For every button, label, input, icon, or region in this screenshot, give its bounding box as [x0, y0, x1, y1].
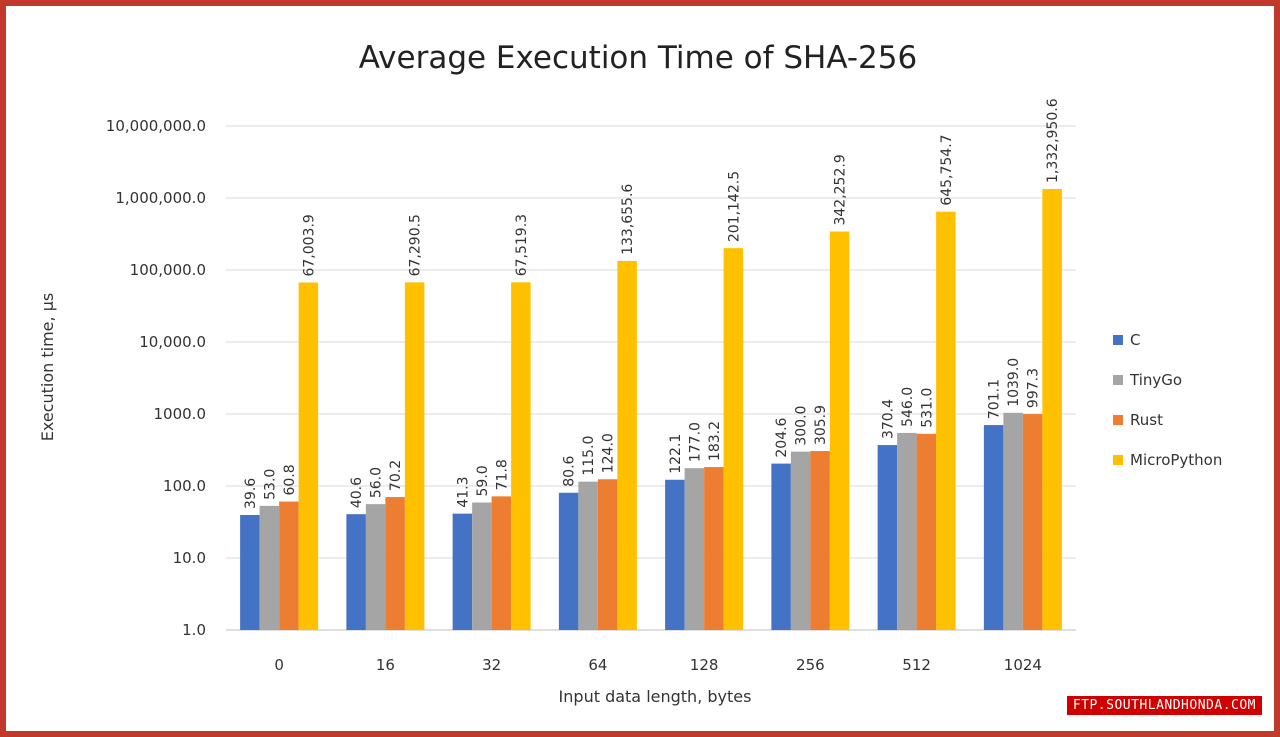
data-label: 531.0 — [919, 388, 935, 428]
data-label: 40.6 — [349, 477, 365, 508]
data-label: 67,290.5 — [408, 214, 424, 276]
bar-micropython-0 — [298, 282, 319, 630]
bar-c-64 — [558, 492, 579, 630]
bar-tinygo-128 — [684, 468, 705, 630]
data-label: 39.6 — [243, 478, 259, 509]
legend-label: TinyGo — [1129, 371, 1182, 389]
data-label: 67,003.9 — [301, 214, 317, 276]
bar-c-32 — [452, 513, 473, 630]
x-axis-ticks: 0 16 32 64 128 256 512 1024 — [274, 656, 1042, 674]
data-label: 204.6 — [774, 417, 790, 457]
bar-rust-16 — [385, 497, 405, 630]
data-label: 124.0 — [601, 433, 617, 473]
bar-tinygo-512 — [897, 432, 917, 630]
data-labels: 39.6 53.0 60.8 67,003.9 40.6 56.0 70.2 67,290.5… — [243, 98, 1061, 509]
data-label: 305.9 — [813, 405, 829, 445]
y-tick-label: 10,000.0 — [139, 333, 206, 351]
data-label: 60.8 — [282, 464, 298, 495]
data-label: 177.0 — [687, 422, 703, 462]
data-label: 997.3 — [1026, 368, 1042, 408]
data-label: 56.0 — [369, 467, 385, 498]
bar-rust-512 — [916, 433, 937, 630]
data-label: 1,332,950.6 — [1045, 98, 1061, 183]
legend-swatch — [1113, 455, 1123, 465]
data-label: 342,252.9 — [833, 154, 849, 225]
bar-tinygo-16 — [365, 504, 386, 630]
data-label: 300.0 — [794, 406, 810, 446]
y-tick-label: 100,000.0 — [130, 261, 206, 279]
bar-c-256 — [771, 463, 791, 630]
bar-c-0 — [240, 514, 260, 630]
bar-rust-0 — [279, 501, 299, 630]
x-tick-label: 256 — [796, 656, 825, 674]
data-label: 370.4 — [880, 399, 896, 439]
bar-rust-128 — [704, 467, 724, 630]
bar-micropython-1024 — [1042, 189, 1062, 631]
bar-c-512 — [877, 445, 898, 630]
legend-swatch — [1113, 415, 1123, 425]
bar-micropython-128 — [723, 248, 744, 631]
data-label: 1039.0 — [1006, 358, 1022, 407]
data-label: 59.0 — [475, 465, 491, 496]
y-tick-label: 1.0 — [182, 621, 206, 639]
data-label: 701.1 — [987, 379, 1003, 419]
data-label: 71.8 — [494, 459, 510, 490]
x-tick-label: 128 — [690, 656, 719, 674]
data-label: 133,655.6 — [620, 184, 636, 255]
y-tick-label: 1,000,000.0 — [115, 189, 206, 207]
bar-c-1024 — [983, 425, 1004, 630]
bar-c-16 — [346, 514, 366, 630]
bar-micropython-64 — [617, 260, 637, 630]
y-tick-label: 10.0 — [173, 549, 206, 567]
bar-tinygo-0 — [259, 505, 280, 630]
y-tick-label: 100.0 — [163, 477, 206, 495]
bar-rust-256 — [810, 451, 830, 630]
data-label: 122.1 — [668, 434, 684, 474]
bar-micropython-512 — [936, 211, 956, 630]
x-tick-label: 1024 — [1004, 656, 1042, 674]
x-tick-label: 32 — [482, 656, 501, 674]
data-label: 645,754.7 — [939, 134, 955, 205]
data-label: 546.0 — [900, 387, 916, 427]
data-label: 80.6 — [562, 455, 578, 486]
bar-rust-32 — [491, 496, 512, 630]
x-tick-label: 0 — [274, 656, 284, 674]
bar-tinygo-1024 — [1003, 412, 1023, 630]
bar-rust-1024 — [1022, 414, 1043, 630]
chart-title: Average Execution Time of SHA-256 — [359, 40, 917, 76]
x-axis-title: Input data length, bytes — [559, 687, 752, 706]
x-tick-label: 512 — [902, 656, 931, 674]
bar-micropython-256 — [829, 231, 850, 630]
watermark: FTP.SOUTHLANDHONDA.COM — [1066, 696, 1262, 715]
legend-label: MicroPython — [1130, 451, 1222, 469]
bar-tinygo-32 — [472, 502, 492, 630]
legend-swatch — [1113, 375, 1123, 385]
data-label: 201,142.5 — [726, 171, 742, 242]
legend-label: C — [1130, 331, 1140, 349]
bar-c-128 — [665, 479, 685, 630]
data-label: 115.0 — [581, 436, 597, 476]
data-label: 70.2 — [388, 460, 404, 491]
x-tick-label: 16 — [376, 656, 395, 674]
bars — [240, 189, 1062, 631]
y-axis-title: Execution time, μs — [38, 293, 57, 441]
y-axis-ticks: 1.0 10.0 100.0 1000.0 10,000.0 100,000.0 1,000… — [106, 117, 206, 639]
data-label: 41.3 — [455, 476, 471, 507]
data-label: 67,519.3 — [514, 214, 530, 276]
legend-label: Rust — [1130, 411, 1163, 429]
legend: C TinyGo Rust MicroPython — [1113, 331, 1222, 469]
bar-chart: Average Execution Time of SHA-256 1.0 10.… — [38, 40, 1222, 706]
legend-swatch — [1113, 335, 1123, 345]
bar-micropython-32 — [511, 282, 531, 630]
y-tick-label: 10,000,000.0 — [106, 117, 206, 135]
bar-rust-64 — [597, 479, 618, 630]
x-tick-label: 64 — [588, 656, 607, 674]
data-label: 53.0 — [262, 469, 278, 500]
y-tick-label: 1000.0 — [154, 405, 207, 423]
bar-tinygo-64 — [578, 481, 598, 630]
bar-tinygo-256 — [790, 451, 811, 630]
data-label: 183.2 — [707, 421, 723, 461]
bar-micropython-16 — [404, 282, 425, 630]
